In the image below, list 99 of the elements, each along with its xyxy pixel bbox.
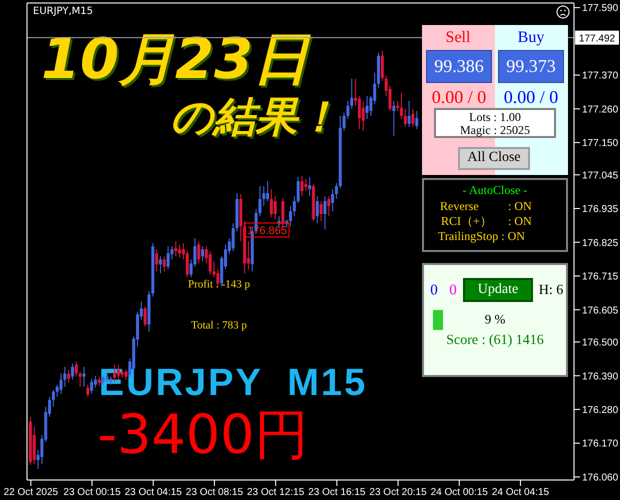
annotation: 0 — [449, 282, 457, 298]
candlestick — [70, 363, 74, 380]
annotation: Magic : 25025 — [460, 123, 530, 137]
y-tick-label: 176.500 — [582, 338, 619, 349]
candlestick — [327, 196, 330, 217]
candlestick — [362, 100, 365, 132]
candlestick — [197, 240, 200, 264]
candlestick — [274, 196, 277, 220]
candlestick — [331, 188, 334, 212]
candlestick — [415, 110, 418, 130]
candlestick — [320, 200, 323, 222]
annotation: 0 — [430, 282, 438, 298]
annotation: : ON — [508, 199, 532, 213]
candlestick — [94, 375, 97, 388]
candlestick — [155, 248, 158, 272]
annotation: 99.373 — [506, 56, 556, 76]
candlestick — [300, 176, 304, 197]
y-tick-label: 176.715 — [582, 272, 619, 283]
candlestick — [90, 378, 94, 394]
candlestick — [408, 100, 411, 128]
x-tick-label: 22 Oct 2025 — [4, 487, 59, 498]
annotation: All Close — [467, 150, 521, 165]
y-tick-label: 177.045 — [582, 170, 619, 182]
annotation: Score : (61) 1416 — [446, 333, 544, 348]
candlestick — [304, 178, 308, 192]
candlestick — [162, 256, 166, 272]
candlestick — [358, 95, 361, 130]
candlestick — [411, 108, 414, 128]
candlestick — [174, 240, 178, 257]
candlestick — [67, 369, 70, 384]
annotation: Reverse — [440, 199, 479, 213]
y-tick-label: 177.150 — [582, 138, 619, 150]
candlestick — [258, 186, 262, 217]
candlestick — [316, 196, 319, 224]
candlestick — [208, 250, 212, 275]
y-tick-label: 176.605 — [582, 305, 619, 316]
candlestick — [404, 108, 407, 128]
annotation: EURJPY,M15 — [33, 6, 93, 17]
candlestick — [144, 306, 147, 328]
y-tick-label: 176.280 — [582, 404, 619, 416]
candlestick — [334, 182, 338, 200]
y-tick-label: 176.390 — [582, 371, 619, 382]
text: の結果！ — [170, 92, 340, 141]
candlestick — [392, 100, 396, 136]
candlestick — [166, 246, 170, 270]
candlestick — [400, 92, 403, 120]
candlestick — [105, 373, 108, 384]
annotation: RCI（+） — [441, 214, 492, 228]
annotation: H: 6 — [538, 283, 564, 298]
candlestick — [396, 100, 400, 112]
annotation: Sell — [446, 29, 470, 46]
y-tick-label: 177.260 — [582, 104, 619, 116]
y-tick-label: 177.590 — [582, 3, 619, 14]
candlestick — [216, 268, 220, 287]
candlestick — [82, 366, 86, 388]
annotation: 0.00 / 0 — [432, 87, 486, 107]
annotation: Buy — [518, 29, 544, 46]
annotation: 0.00 / 0 — [504, 87, 558, 107]
candlestick — [289, 206, 292, 227]
candlestick — [86, 384, 90, 398]
candlestick — [158, 256, 162, 274]
x-tick-label: 24 Oct 04:15 — [492, 487, 550, 498]
x-tick-label: 23 Oct 12:15 — [247, 487, 305, 498]
candlestick — [266, 180, 270, 202]
y-tick-label: 176.825 — [582, 238, 619, 249]
x-tick-label: 24 Oct 00:15 — [430, 487, 488, 498]
y-tick-label: 176.935 — [582, 204, 619, 216]
y-tick-label: 176.060 — [582, 472, 619, 484]
candlestick — [308, 176, 312, 197]
ref-line-label: 177.492 — [578, 34, 616, 45]
candlestick — [201, 246, 204, 262]
annotation: Total : 783 p — [191, 320, 247, 332]
candlestick — [98, 376, 101, 386]
annotation: Update — [478, 282, 518, 297]
candlestick — [63, 366, 66, 388]
annotation: 99.386 — [434, 56, 484, 76]
annotation: : ON — [508, 214, 532, 228]
annotation: - AutoClose - — [462, 183, 528, 197]
x-tick-label: 23 Oct 00:15 — [63, 487, 122, 498]
candlestick — [281, 198, 284, 228]
annotation: 9 % — [484, 312, 506, 326]
candlestick — [60, 373, 63, 394]
candlestick — [178, 244, 182, 258]
x-tick-label: 23 Oct 04:15 — [124, 487, 182, 498]
y-tick-label: 177.370 — [582, 70, 619, 82]
text: 10月23日 — [41, 27, 309, 92]
candlestick — [366, 95, 369, 120]
annotation: -3400円 — [98, 403, 308, 466]
x-tick-label: 23 Oct 16:15 — [308, 487, 366, 498]
annotation: Lots : 1.00 — [469, 110, 521, 124]
candlestick — [323, 196, 326, 230]
x-tick-label: 23 Oct 08:15 — [186, 487, 244, 498]
x-tick-label: 23 Oct 20:15 — [369, 487, 428, 498]
candlestick — [270, 188, 273, 218]
y-tick-label: 176.170 — [582, 438, 619, 450]
annotation: EURJPY M15 — [98, 362, 368, 404]
candlestick — [124, 369, 128, 380]
candlestick — [232, 222, 235, 252]
annotation: TrailingStop : ON — [438, 229, 525, 243]
